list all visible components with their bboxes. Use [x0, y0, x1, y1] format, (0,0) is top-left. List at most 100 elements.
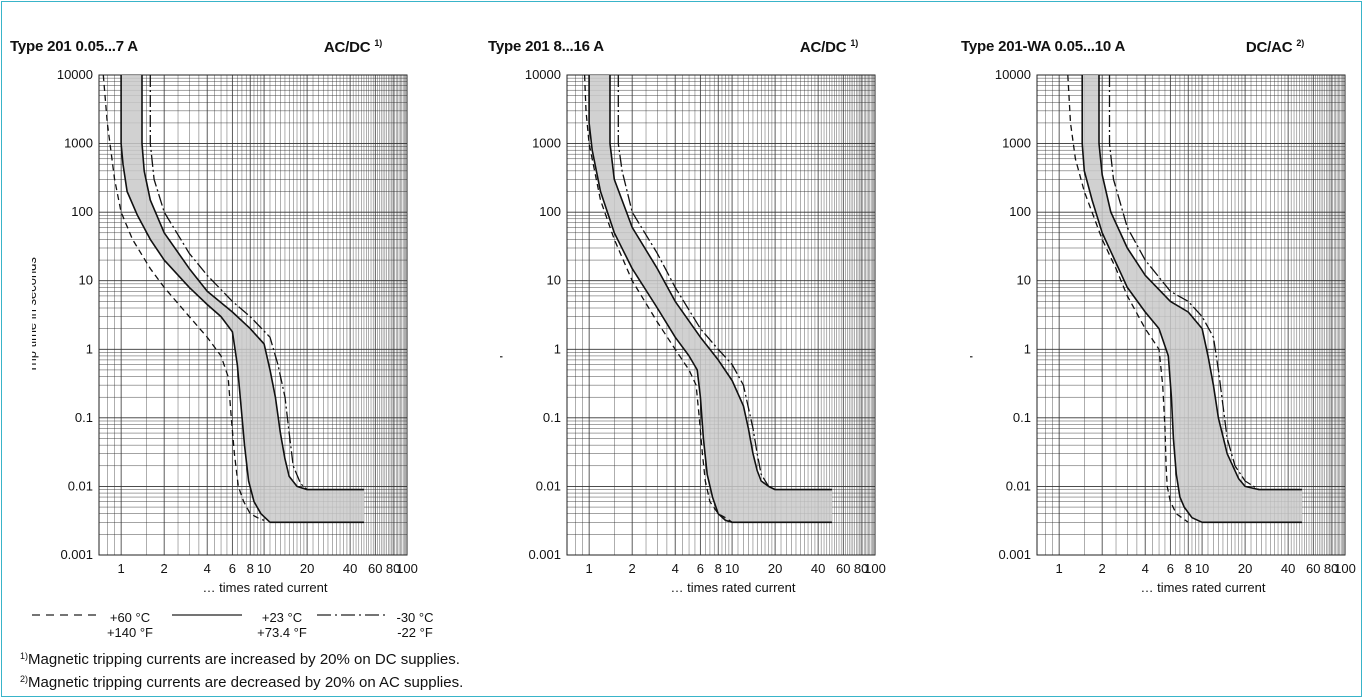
tripping-band	[1082, 75, 1302, 523]
x-tick-label: 40	[1281, 561, 1295, 576]
chart-title-right: DC/AC 2)	[1245, 38, 1304, 56]
series-line-2	[609, 75, 832, 491]
legend-swatch-dashed	[32, 614, 102, 616]
chart-panel-type-201-0.05-7a: Type 201 0.05...7 A AC/DC 1) 0.001 0.01 0.…	[10, 30, 472, 610]
legend-label: +23 °C +73.4 °F	[257, 610, 307, 640]
x-tick-label: 20	[1238, 561, 1252, 576]
tripping-band	[121, 75, 364, 523]
y-tick-label: 10	[547, 273, 561, 288]
x-tick-label: 40	[811, 561, 825, 576]
y-tick-label: 0.001	[528, 547, 561, 562]
series-line-1	[1081, 75, 1302, 524]
y-tick-label: 1000	[1002, 136, 1031, 151]
chart-title: Type 201 8...16 A AC/DC 1)	[488, 38, 858, 56]
legend-swatch-solid	[172, 614, 242, 616]
legend-label: +60 °C +140 °F	[106, 610, 154, 640]
x-tick-label: 8	[1185, 561, 1192, 576]
x-tick-label: 1	[1056, 561, 1063, 576]
x-tick-label: 100	[864, 561, 886, 576]
y-axis-label: Trip time in seconds	[32, 257, 39, 373]
x-axis-label: … times rated current	[1141, 580, 1266, 595]
x-tick-label: 10	[1195, 561, 1209, 576]
chart-title-left: Type 201 8...16 A	[488, 38, 604, 55]
y-tick-label: 0.1	[1013, 410, 1031, 425]
series-line-1	[588, 75, 832, 524]
y-tick-label: 0.01	[536, 478, 561, 493]
y-tick-label: 1000	[64, 136, 93, 151]
x-tick-label: 60	[836, 561, 850, 576]
series-line-1	[120, 75, 364, 524]
chart-title-left: Type 201-WA 0.05...10 A	[961, 38, 1126, 55]
legend-swatch-dash-dot	[317, 614, 387, 616]
series-line-3	[149, 75, 308, 491]
x-tick-label: 40	[343, 561, 357, 576]
x-tick-label: 6	[697, 561, 704, 576]
series-line-0	[1067, 74, 1189, 523]
series-line-2	[1098, 75, 1302, 491]
y-axis-label: Trip time in seconds	[500, 257, 503, 373]
x-tick-label: 4	[1142, 561, 1149, 576]
chart-panel-type-201-wa: Type 201-WA 0.05...10 A DC/AC 2) 0.001 0.…	[961, 30, 1365, 610]
x-tick-label: 60	[1306, 561, 1320, 576]
y-tick-label: 100	[71, 204, 93, 219]
x-axis-label: … times rated current	[203, 580, 328, 595]
tripping-band	[589, 75, 832, 523]
x-tick-label: 100	[1334, 561, 1356, 576]
y-tick-label: 100	[1009, 204, 1031, 219]
x-tick-label: 1	[586, 561, 593, 576]
series-line-3	[617, 75, 776, 491]
plot-frame	[1036, 74, 1346, 556]
x-tick-label: 100	[396, 561, 418, 576]
x-tick-label: 80	[1324, 561, 1338, 576]
y-tick-label: 1	[86, 341, 93, 356]
x-tick-label: 10	[725, 561, 739, 576]
y-tick-label: 0.1	[75, 410, 93, 425]
footnote-2: 2)Magnetic tripping currents are decreas…	[20, 674, 464, 691]
y-tick-label: 0.001	[60, 547, 93, 562]
x-tick-label: 20	[768, 561, 782, 576]
y-tick-label: 10000	[525, 67, 561, 82]
y-tick-label: 1000	[532, 136, 561, 151]
x-tick-label: 6	[229, 561, 236, 576]
x-tick-label: 2	[161, 561, 168, 576]
plot-frame	[566, 74, 876, 556]
y-tick-label: 0.01	[1006, 478, 1031, 493]
x-tick-label: 4	[204, 561, 211, 576]
y-tick-label: 1	[554, 341, 561, 356]
plot-frame	[98, 74, 408, 556]
chart-title-left: Type 201 0.05...7 A	[10, 38, 138, 55]
y-tick-label: 1	[1024, 341, 1031, 356]
y-tick-label: 10000	[57, 67, 93, 82]
x-tick-label: 20	[300, 561, 314, 576]
y-tick-label: 0.1	[543, 410, 561, 425]
series-line-3	[1108, 75, 1260, 491]
y-tick-label: 0.01	[68, 478, 93, 493]
x-tick-label: 1	[118, 561, 125, 576]
y-axis-label: Trip time in seconds	[970, 257, 973, 373]
x-tick-label: 8	[247, 561, 254, 576]
y-tick-label: 0.001	[998, 547, 1031, 562]
series-line-0	[102, 74, 265, 522]
x-tick-label: 2	[1099, 561, 1106, 576]
y-tick-label: 100	[539, 204, 561, 219]
series-line-2	[141, 75, 364, 491]
chart-title-right: AC/DC 1)	[799, 38, 858, 56]
x-tick-label: 60	[368, 561, 382, 576]
chart-title-right: AC/DC 1)	[323, 38, 382, 56]
chart-title: Type 201 0.05...7 A AC/DC 1)	[10, 38, 382, 56]
y-tick-label: 10000	[995, 67, 1031, 82]
chart-panel-type-201-8-16a: Type 201 8...16 A AC/DC 1) 0.001 0.01 0.1 1…	[488, 30, 940, 610]
x-tick-label: 8	[715, 561, 722, 576]
legend-label: -30 °C -22 °F	[396, 610, 434, 640]
x-axis-label: … times rated current	[671, 580, 796, 595]
x-tick-label: 4	[672, 561, 679, 576]
footnote-1: 1)Magnetic tripping currents are increas…	[20, 651, 460, 668]
x-tick-label: 80	[854, 561, 868, 576]
chart-title: Type 201-WA 0.05...10 A DC/AC 2)	[961, 38, 1304, 56]
y-tick-label: 10	[79, 273, 93, 288]
y-tick-label: 10	[1017, 273, 1031, 288]
